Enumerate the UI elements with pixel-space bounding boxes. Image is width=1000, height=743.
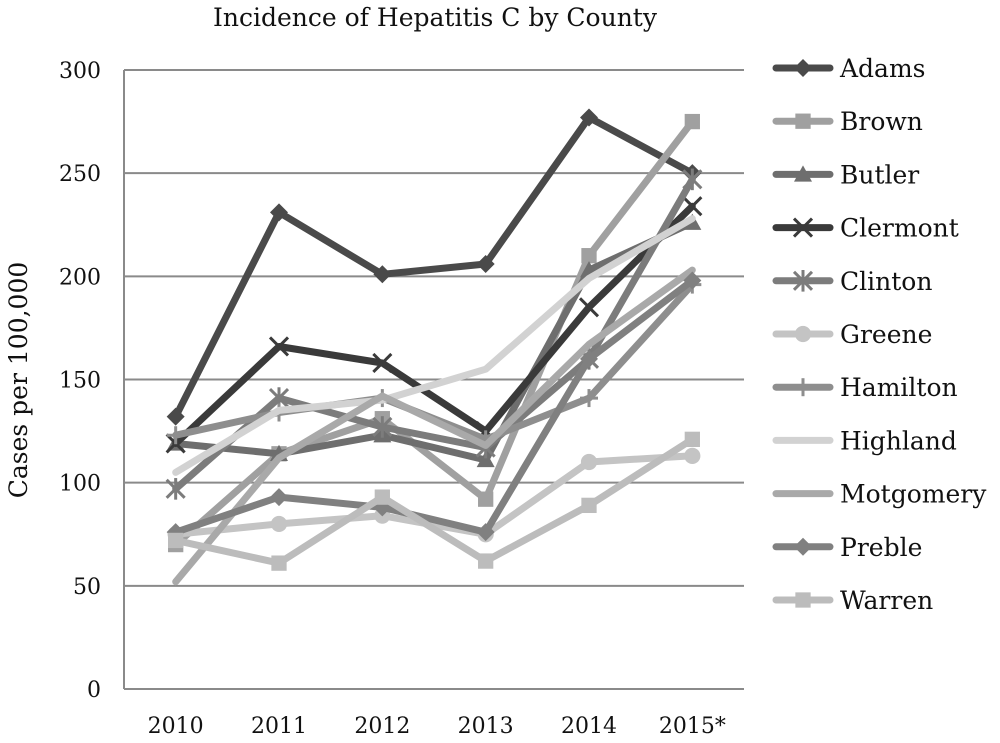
y-tick-label: 250 <box>59 162 101 187</box>
legend-label: Highland <box>840 426 957 455</box>
x-axis-tick-labels: 2010 2011 2012 2013 2014 2015* <box>148 714 726 739</box>
y-tick-label: 50 <box>73 575 101 600</box>
data-point <box>478 491 494 507</box>
series-lines <box>165 108 703 586</box>
series-preble <box>166 271 702 542</box>
y-axis-title: Cases per 100,000 <box>4 262 33 499</box>
legend-item: Motgomery <box>772 480 987 509</box>
data-point <box>476 450 495 468</box>
data-point <box>478 553 494 569</box>
legend-label: Clinton <box>840 267 932 296</box>
legend-label: Adams <box>839 54 926 83</box>
y-tick-label: 0 <box>87 678 101 703</box>
data-point <box>581 497 597 514</box>
data-point <box>372 352 393 374</box>
x-tick-label: 2014 <box>561 714 617 739</box>
legend-item: Highland <box>772 426 957 455</box>
legend-item: Greene <box>772 320 932 349</box>
data-point <box>795 113 811 129</box>
legend-item: Warren <box>772 586 933 615</box>
data-point <box>684 113 700 130</box>
legend-label: Hamilton <box>840 373 958 402</box>
series-line <box>172 435 696 567</box>
data-point <box>270 515 288 533</box>
series-butler <box>166 213 702 468</box>
series-motgomery <box>172 266 696 586</box>
data-point <box>580 389 598 408</box>
chart-title: Incidence of Hepatitis C by County <box>213 3 658 32</box>
data-point <box>270 488 288 507</box>
data-point <box>682 196 703 217</box>
legend-label: Greene <box>840 320 932 349</box>
y-tick-label: 100 <box>59 472 101 497</box>
y-axis-tick-labels: 0 50 100 150 200 250 300 <box>59 59 101 703</box>
data-point <box>792 217 814 238</box>
data-point <box>683 271 702 290</box>
data-point <box>476 254 495 273</box>
data-point <box>476 523 495 542</box>
data-point <box>580 453 598 471</box>
legend-item: Adams <box>772 54 926 83</box>
data-point <box>580 108 598 127</box>
legend-label: Brown <box>840 107 923 136</box>
data-point <box>374 489 390 505</box>
series-line <box>172 215 696 476</box>
y-tick-label: 150 <box>59 369 101 394</box>
data-point <box>684 447 701 464</box>
series-line <box>172 202 696 447</box>
data-point <box>794 165 812 182</box>
data-point <box>684 431 700 447</box>
x-tick-label: 2010 <box>148 714 204 739</box>
data-point <box>794 537 812 556</box>
data-point <box>271 555 287 571</box>
data-point <box>372 416 393 438</box>
y-tick-label: 200 <box>59 265 101 290</box>
legend-label: Butler <box>840 160 919 189</box>
data-point <box>373 265 392 284</box>
series-line <box>172 114 696 421</box>
data-point <box>166 426 185 445</box>
legend-label: Motgomery <box>840 480 987 509</box>
data-point <box>792 270 814 292</box>
y-tick-label: 300 <box>59 59 101 84</box>
data-point <box>165 478 186 500</box>
data-point <box>581 248 597 264</box>
data-point <box>168 532 184 549</box>
series-line <box>172 266 696 586</box>
x-tick-label: 2011 <box>251 714 307 739</box>
x-tick-label: 2015* <box>659 714 726 739</box>
legend-label: Warren <box>840 586 933 615</box>
data-point <box>794 325 812 343</box>
legend-item: Clinton <box>772 267 932 296</box>
legend-item: Clermont <box>772 214 959 243</box>
series-line <box>172 118 696 549</box>
legend-label: Clermont <box>840 214 959 243</box>
series-highland <box>172 215 696 476</box>
series-line <box>172 277 696 536</box>
legend-label: Preble <box>840 533 922 562</box>
data-point <box>270 203 288 222</box>
data-point <box>268 336 290 357</box>
legend-item: Preble <box>772 533 922 562</box>
legend-item: Hamilton <box>772 373 958 402</box>
data-point <box>794 59 812 77</box>
series-warren <box>168 431 700 571</box>
data-point <box>166 407 185 426</box>
legend-item: Brown <box>772 107 923 136</box>
legend-item: Butler <box>772 160 919 189</box>
x-tick-label: 2013 <box>458 714 514 739</box>
data-point <box>794 378 812 397</box>
gridlines <box>123 69 744 690</box>
data-point <box>580 349 598 368</box>
series-line <box>172 219 696 464</box>
x-tick-label: 2012 <box>354 714 410 739</box>
data-point <box>795 592 811 608</box>
data-point <box>682 168 703 191</box>
legend: Adams Brown Butler Clermont Clinton Greene Ham… <box>772 54 987 615</box>
data-point <box>578 297 600 318</box>
